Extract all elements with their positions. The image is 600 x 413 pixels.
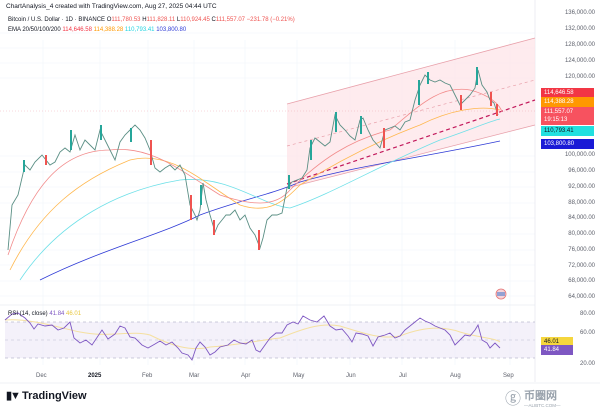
ema-legend[interactable]: EMA 20/50/100/200 114,646.58 114,388.28 … [8, 27, 186, 33]
symbol-legend: Bitcoin / U.S. Dollar · 1D · BINANCE O11… [8, 17, 295, 23]
ema20-value: 114,646.58 [62, 27, 92, 33]
ema20-price-tag: 114,646.58 [541, 88, 594, 98]
rsi-legend[interactable]: RSI (14, close) 41.84 46.01 [8, 311, 82, 317]
rsi-tag: 41.84 [541, 345, 573, 355]
rsi-axis-20: 20.00 [579, 361, 595, 367]
high-value: 111,828.11 [146, 17, 176, 23]
candle-bodies [23, 67, 498, 250]
ema50-line [9, 107, 501, 271]
watermark: ⓖ 币圈网 —ALIBTC.COM— [505, 385, 561, 409]
rsi-axis-60: 60.00 [579, 330, 595, 336]
rsi-ma-tag: 46.01 [541, 337, 573, 347]
tradingview-logo-icon: ▮▼ [6, 390, 21, 402]
ema200-price-tag: 103,800.80 [541, 139, 594, 149]
ema20-line [7, 88, 503, 256]
rsi-ma-line [4, 319, 501, 350]
candle-countdown: 19:15:13 [544, 117, 568, 123]
support-trendline [286, 99, 536, 185]
ema100-value: 110,793.41 [124, 27, 155, 33]
close-value: 111,557.07 [215, 17, 245, 23]
low-value: 110,924.45 [180, 17, 210, 23]
symbol-name[interactable]: Bitcoin / U.S. Dollar · 1D · BINANCE [8, 17, 106, 23]
rsi-ma-value: 46.01 [66, 311, 82, 317]
open-value: 111,780.53 [111, 17, 141, 23]
chart-header-title: ChartAnalysis_4 created with TradingView… [6, 3, 217, 10]
ema200-line [39, 140, 501, 281]
close-price-tag: 111,557.07 19:15:13 [541, 107, 594, 125]
ema100-price-tag: 110,793.41 [541, 126, 594, 136]
ema-label: EMA 20/50/100/200 [8, 27, 61, 33]
change-value: −231.78 (−0.21%) [246, 17, 295, 23]
watermark-logo-icon: ⓖ [505, 391, 522, 408]
rsi-axis-80: 80.00 [579, 311, 595, 317]
rsi-line [4, 312, 501, 361]
tradingview-logo: ▮▼ TradingView [6, 389, 87, 403]
ema50-price-tag: 114,388.28 [541, 97, 594, 107]
rsi-value: 41.84 [49, 311, 65, 317]
ema50-value: 114,388.28 [93, 27, 124, 33]
ema200-value: 103,800.80 [156, 27, 187, 33]
